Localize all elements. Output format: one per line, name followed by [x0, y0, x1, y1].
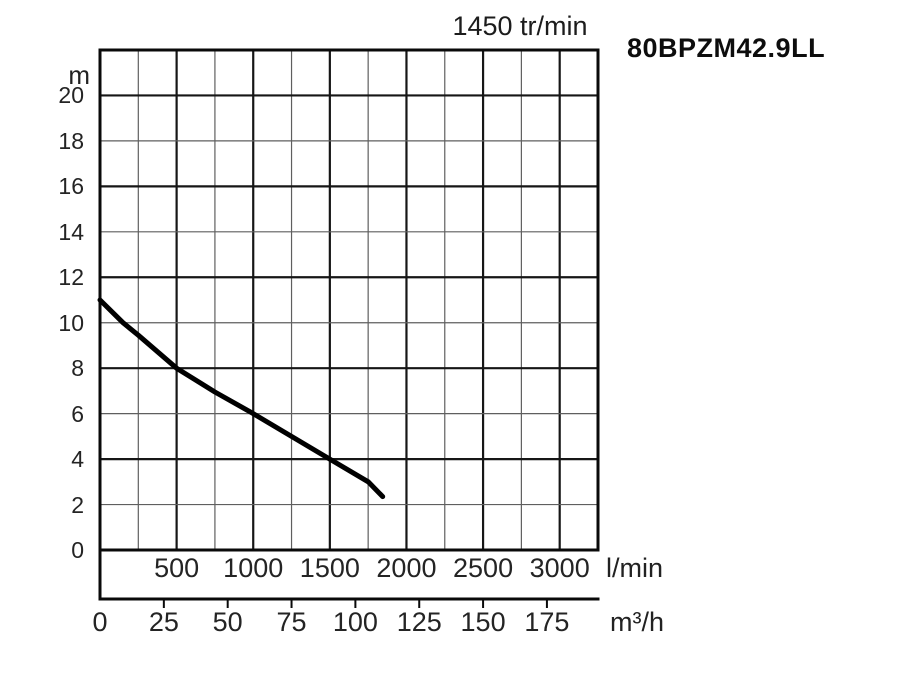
x-m3h-tick-label: 25: [148, 607, 179, 637]
x-lmin-tick-label: 2500: [453, 553, 514, 583]
x-m3h-tick-label: 125: [396, 607, 442, 637]
x-m3h-tick-label: 150: [460, 607, 506, 637]
pump-head-curve: [97, 297, 386, 500]
y-axis-unit-label: m: [68, 60, 90, 90]
x-m3h-tick-label: 100: [332, 607, 378, 637]
y-tick-label: 8: [71, 355, 84, 382]
x-lmin-tick-label: 1000: [223, 553, 284, 583]
x-m3h-tick-label: 75: [276, 607, 307, 637]
y-tick-label: 4: [71, 446, 84, 473]
x-m3h-tick-label: 0: [92, 607, 108, 637]
chart-title-speed: 1450 tr/min: [452, 11, 588, 41]
y-tick-label: 18: [58, 127, 84, 154]
x-axis-lmin-unit-label: l/min: [606, 553, 664, 583]
y-tick-label: 10: [58, 309, 84, 336]
y-tick-label: 0: [71, 537, 84, 563]
y-tick-label: 6: [71, 400, 84, 427]
x-lmin-tick-label: 500: [154, 553, 200, 583]
plot-border: [98, 48, 600, 552]
y-tick-label: 2: [71, 491, 84, 518]
x-m3h-tick-label: 175: [524, 607, 570, 637]
x-lmin-tick-label: 1500: [299, 553, 360, 583]
y-tick-label: 12: [58, 264, 84, 291]
y-tick-label: 16: [58, 173, 84, 200]
y-tick-label: 20: [58, 82, 84, 109]
x-m3h-tick-label: 50: [212, 607, 243, 637]
pump-model-label: 80BPZM42.9LL: [627, 33, 826, 63]
x-lmin-tick-label: 3000: [529, 553, 590, 583]
x-lmin-tick-label: 2000: [376, 553, 437, 583]
x-axis-m3h-unit-label: m³/h: [610, 607, 664, 637]
y-tick-label: 14: [58, 218, 84, 245]
